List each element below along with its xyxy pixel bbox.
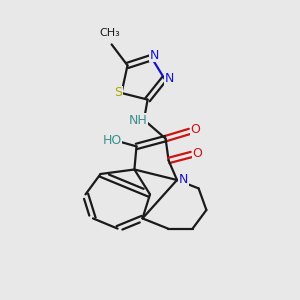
Text: O: O <box>193 147 202 160</box>
Text: HO: HO <box>102 134 122 147</box>
Text: N: N <box>179 173 188 186</box>
Text: N: N <box>150 49 159 62</box>
Text: CH₃: CH₃ <box>100 28 121 38</box>
Text: NH: NH <box>129 113 147 127</box>
Text: S: S <box>114 86 122 100</box>
Text: N: N <box>165 72 175 85</box>
Text: O: O <box>191 123 200 136</box>
